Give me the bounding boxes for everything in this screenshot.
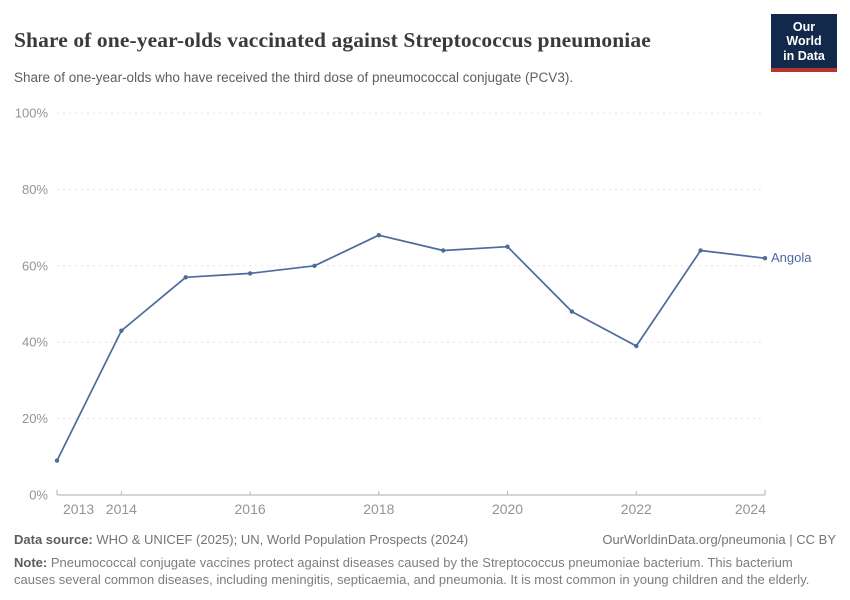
data-point-2024[interactable] [762, 256, 768, 261]
data-source-label: Data source: [14, 532, 93, 547]
owid-logo-line1: Our World [786, 20, 822, 49]
note-label: Note: [14, 554, 48, 570]
y-axis-label-0: 0% [29, 488, 48, 503]
footer-links: OurWorldinData.org/pneumonia | CC BY [602, 531, 836, 549]
data-source-text: WHO & UNICEF (2025); UN, World Populatio… [96, 532, 469, 547]
note-text: Pneumococcal conjugate vaccines protect … [14, 554, 810, 588]
data-point-2013[interactable] [54, 458, 60, 463]
data-point-2020[interactable] [505, 244, 510, 249]
y-axis-label-60: 60% [22, 258, 48, 273]
y-axis-label-80: 80% [22, 182, 48, 197]
x-axis-label-2022: 2022 [621, 501, 652, 517]
x-axis-label-2020: 2020 [492, 501, 523, 517]
owid-logo[interactable]: Our World in Data [771, 14, 837, 73]
data-point-2018[interactable] [376, 233, 381, 238]
y-axis-label-100: 100% [15, 106, 49, 121]
data-point-2016[interactable] [247, 271, 253, 276]
chart-footer: Data source: WHO & UNICEF (2025); UN, Wo… [0, 531, 850, 589]
footer-source-row: Data source: WHO & UNICEF (2025); UN, Wo… [14, 531, 836, 549]
entity-label-angola[interactable]: Angola [771, 250, 812, 265]
data-point-2022[interactable] [634, 343, 639, 349]
license-link[interactable]: CC BY [796, 532, 836, 547]
data-point-2023[interactable] [698, 248, 703, 253]
x-axis-label-2014: 2014 [106, 501, 137, 517]
line-chart[interactable]: 0% 20% 40% 60% 80% 100% 2013 2014 2016 2018 2020 20… [0, 85, 850, 525]
canonical-url-link[interactable]: OurWorldinData.org/pneumonia [602, 532, 786, 547]
owid-logo-line2: in Data [783, 48, 825, 63]
chart-subtitle: Share of one-year-olds who have received… [14, 70, 574, 85]
y-axis-label-40: 40% [22, 335, 48, 350]
data-point-2014[interactable] [119, 328, 124, 333]
x-axis-label-2016: 2016 [235, 501, 266, 517]
data-point-2017[interactable] [312, 263, 317, 268]
data-point-2019[interactable] [441, 248, 446, 253]
y-axis-label-20: 20% [22, 411, 48, 426]
x-axis-label-2018: 2018 [363, 501, 394, 517]
data-source[interactable]: Data source: WHO & UNICEF (2025); UN, Wo… [14, 531, 468, 549]
data-point-2021[interactable] [569, 309, 575, 314]
page-title: Share of one-year-olds vaccinated agains… [14, 28, 651, 53]
x-axis-label-2013: 2013 [63, 501, 94, 517]
x-axis-label-2024: 2024 [735, 501, 766, 517]
series-line-angola[interactable] [56, 234, 766, 461]
footer-separator: | [785, 532, 797, 547]
data-point-2015[interactable] [183, 275, 188, 280]
footer-note-row: Note: Pneumococcal conjugate vaccines pr… [14, 554, 836, 589]
